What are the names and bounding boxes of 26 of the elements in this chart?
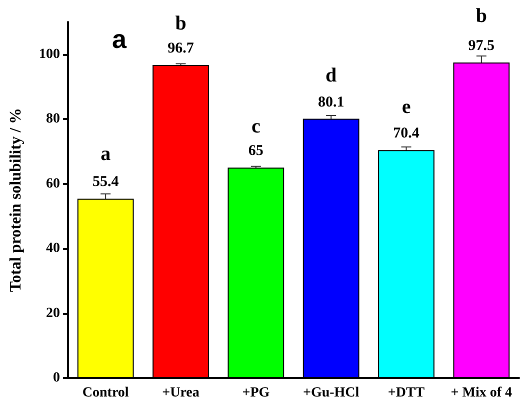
y-tick-label: 20 xyxy=(46,306,60,321)
annotation: b xyxy=(476,4,487,27)
x-tick-label: + Mix of 4 xyxy=(450,386,512,400)
y-tick-label: 80 xyxy=(46,112,60,127)
y-tick-label: 100 xyxy=(39,46,60,62)
x-tick-label: Control xyxy=(82,386,129,400)
annotation: b xyxy=(175,12,186,35)
y-tick-label: 40 xyxy=(46,241,60,256)
data-label: 97.5 xyxy=(468,38,495,54)
annotation: d xyxy=(326,64,337,87)
data-label: 80.1 xyxy=(318,94,344,110)
data-label: 70.4 xyxy=(393,126,420,142)
data-label: 96.7 xyxy=(168,40,194,57)
annotation: e xyxy=(402,96,411,118)
annotation: a xyxy=(100,142,111,165)
y-tick-label: 60 xyxy=(46,176,60,192)
data-label: 55.4 xyxy=(92,174,120,190)
data-label: 65 xyxy=(248,143,264,160)
y-tick-label: 0 xyxy=(53,370,60,386)
x-tick-label: +Urea xyxy=(162,386,200,400)
x-tick-label: +PG xyxy=(242,386,270,400)
annotation: c xyxy=(251,115,260,138)
y-axis-title: Total protein solubility / % xyxy=(8,108,24,292)
x-tick-label: +DTT xyxy=(388,386,426,400)
x-tick-label: +Gu-HCl xyxy=(302,386,360,400)
annotation: a xyxy=(112,24,127,54)
